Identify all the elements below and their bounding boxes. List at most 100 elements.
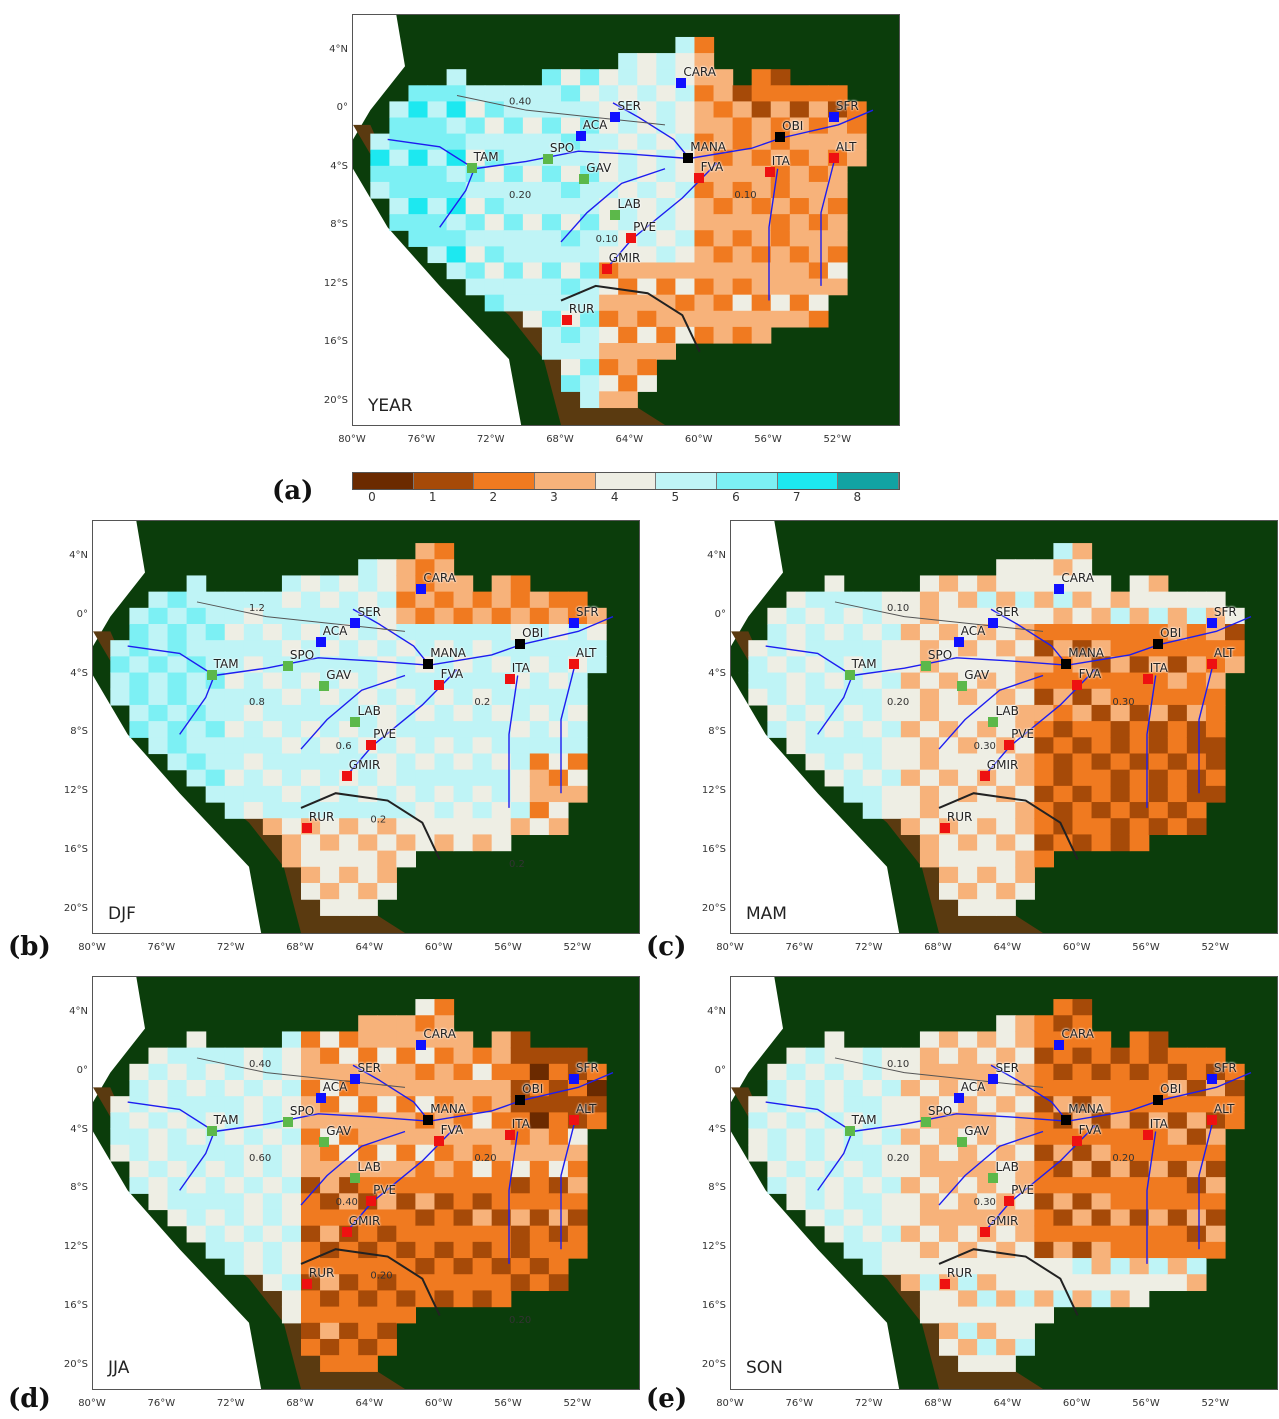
grid-cell xyxy=(1186,1225,1207,1243)
grid-cell xyxy=(415,1258,436,1275)
grid-cell xyxy=(453,607,474,625)
grid-cell xyxy=(491,1258,512,1275)
grid-cell xyxy=(377,753,397,771)
grid-cell xyxy=(675,214,696,231)
grid-cell xyxy=(427,117,448,135)
grid-cell xyxy=(1072,1112,1093,1130)
grid-cell xyxy=(186,753,207,771)
station-label: OBI xyxy=(522,625,544,640)
grid-cell xyxy=(262,1258,283,1275)
grid-cell xyxy=(1110,737,1131,755)
ocean xyxy=(731,977,900,1389)
grid-cell xyxy=(862,672,883,690)
grid-cell xyxy=(281,850,302,868)
grid-cell xyxy=(567,1080,588,1097)
grid-cell xyxy=(958,1306,978,1324)
grid-cell xyxy=(656,343,676,360)
grid-cell xyxy=(805,656,826,674)
grid-cell xyxy=(1186,640,1207,657)
grid-cell xyxy=(996,1241,1016,1259)
grid-cell xyxy=(320,1144,340,1162)
contour-label: 0.10 xyxy=(734,190,756,201)
river xyxy=(1146,1131,1157,1264)
grid-cell xyxy=(205,591,226,609)
grid-cell xyxy=(529,656,550,674)
grid-cell xyxy=(224,802,245,819)
grid-cell xyxy=(1148,802,1169,819)
grid-cell xyxy=(396,656,416,674)
grid-cell xyxy=(881,1063,902,1081)
contour-label: 0.20 xyxy=(887,1153,909,1164)
grid-cell xyxy=(1167,1080,1188,1097)
contour-label: 0.2 xyxy=(370,815,386,826)
grid-cell xyxy=(167,1144,188,1162)
grid-cell xyxy=(491,656,512,674)
grid-cell xyxy=(1186,818,1207,836)
grid-cell xyxy=(377,1112,397,1130)
contour-label: 0.30 xyxy=(974,741,996,752)
grid-cell xyxy=(1034,834,1054,852)
grid-cell xyxy=(824,1225,845,1243)
grid-cell xyxy=(510,1274,531,1292)
grid-cell xyxy=(1205,624,1226,641)
station-marker xyxy=(301,1278,312,1289)
grid-cell xyxy=(1167,1177,1188,1194)
grid-cell xyxy=(1110,672,1131,690)
station-label: SFR xyxy=(575,605,599,619)
grid-cell xyxy=(939,769,959,787)
grid-cell xyxy=(713,165,734,183)
grid-cell xyxy=(694,310,715,328)
station-marker xyxy=(1142,673,1153,684)
grid-cell xyxy=(843,753,864,771)
river xyxy=(560,1121,576,1250)
grid-cell xyxy=(484,85,505,102)
grid-cell xyxy=(1186,1112,1207,1130)
grid-cell xyxy=(675,181,696,199)
grid-cell xyxy=(770,294,791,312)
grid-cell xyxy=(491,834,512,852)
grid-cell xyxy=(805,1193,826,1211)
grid-cell xyxy=(281,1258,302,1275)
grid-cell xyxy=(808,294,829,312)
grid-cell xyxy=(675,198,696,215)
lon-tick-label: 80°W xyxy=(78,1398,106,1409)
station-marker xyxy=(1206,659,1217,670)
grid-cell xyxy=(939,1177,959,1194)
grid-cell xyxy=(958,1338,978,1356)
grid-cell xyxy=(1015,624,1035,641)
grid-cell xyxy=(1091,688,1112,706)
grid-cell xyxy=(472,753,493,771)
grid-cell xyxy=(186,1128,207,1146)
grid-cell xyxy=(427,165,448,183)
grid-cell xyxy=(339,1355,359,1372)
grid-cell xyxy=(453,1096,474,1113)
grid-cell xyxy=(548,1209,569,1227)
grid-cell xyxy=(1110,704,1131,722)
grid-cell xyxy=(358,1274,378,1292)
grid-cell xyxy=(446,85,467,102)
grid-cell xyxy=(713,262,734,280)
grid-cell xyxy=(580,198,600,215)
grid-cell xyxy=(465,246,486,264)
grid-cell xyxy=(453,818,474,836)
river xyxy=(179,1131,215,1191)
grid-cell xyxy=(1034,1209,1054,1227)
grid-cell xyxy=(339,575,359,593)
grid-cell xyxy=(446,262,467,280)
lon-tick-label: 72°W xyxy=(854,1398,883,1409)
grid-cell xyxy=(465,181,486,199)
grid-cell xyxy=(1015,1063,1035,1081)
grid-cell xyxy=(637,326,657,344)
grid-cell xyxy=(618,85,638,102)
grid-cell xyxy=(805,1144,826,1162)
grid-cell xyxy=(377,1338,397,1356)
grid-cell xyxy=(808,278,829,296)
contour-line xyxy=(196,601,406,632)
grid-cell xyxy=(529,1080,550,1097)
grid-cell xyxy=(541,278,562,296)
grid-cell xyxy=(358,834,378,852)
grid-cell xyxy=(301,753,321,771)
grid-cell xyxy=(262,1225,283,1243)
grid-cell xyxy=(1186,753,1207,771)
grid-cell xyxy=(548,785,569,803)
